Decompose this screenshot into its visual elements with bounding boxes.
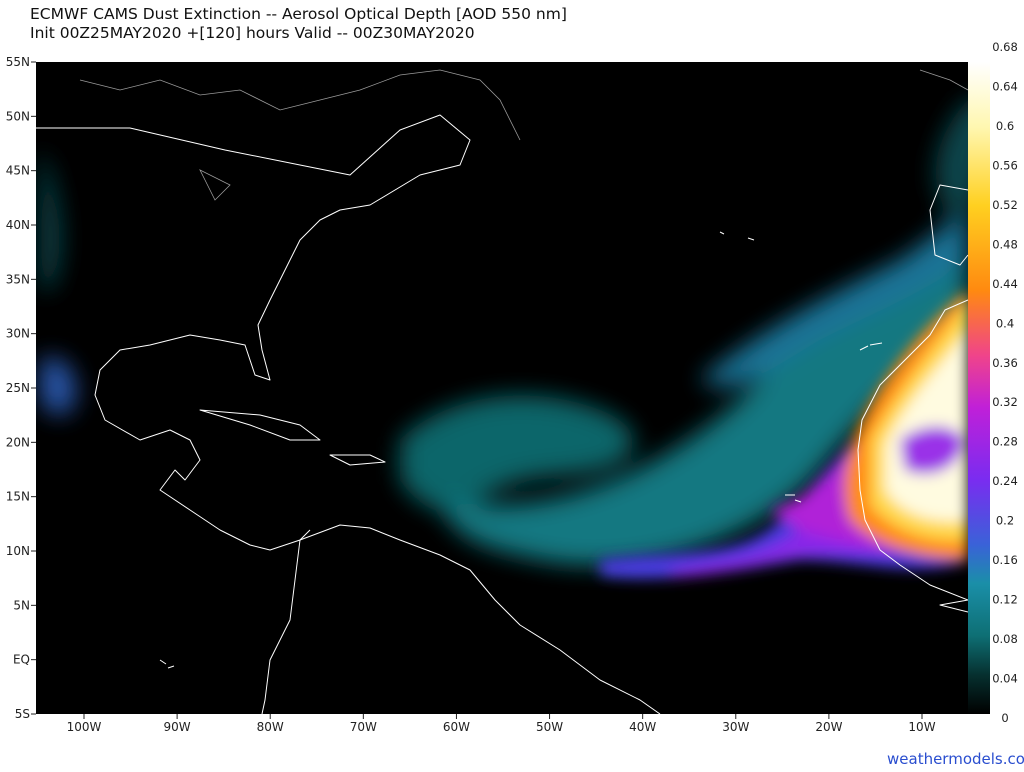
lon-labels: 100W 90W 80W 70W 60W 50W 40W 30W 20W 10W <box>67 714 936 734</box>
lat-label: 5N <box>13 598 30 612</box>
lon-label: 40W <box>629 720 656 734</box>
colorbar-label: 0.2 <box>996 514 1014 528</box>
colorbar-ticks: 0 0.04 0.08 0.12 0.16 0.2 0.24 0.28 0.32 0.36 0.4 0… <box>992 40 1018 725</box>
lat-labels: 55N 50N 45N 40N 35N 30N 25N 20N 15N 10N 5N EQ 5S <box>6 55 36 721</box>
colorbar <box>968 62 990 714</box>
lat-label: 45N <box>6 164 30 178</box>
lat-label: 55N <box>6 55 30 69</box>
lat-label: 50N <box>6 109 30 123</box>
colorbar-label: 0.36 <box>992 356 1018 370</box>
colorbar-label: 0.12 <box>992 593 1018 607</box>
dust-field <box>40 100 968 579</box>
lon-label: 90W <box>164 720 191 734</box>
subtitle: Init 00Z25MAY2020 +[120] hours Valid -- … <box>30 24 475 42</box>
lat-label: 40N <box>6 218 30 232</box>
lon-label: 80W <box>257 720 284 734</box>
lat-label: 15N <box>6 490 30 504</box>
lon-label: 10W <box>908 720 935 734</box>
lat-label: 30N <box>6 327 30 341</box>
colorbar-label: 0.44 <box>992 277 1018 291</box>
colorbar-label: 0.4 <box>996 316 1014 330</box>
colorbar-label: 0.04 <box>992 672 1018 686</box>
colorbar-label: 0 <box>1001 711 1008 725</box>
lon-label: 60W <box>443 720 470 734</box>
lat-label: 25N <box>6 381 30 395</box>
lat-label: EQ <box>13 653 30 667</box>
lat-label: 35N <box>6 272 30 286</box>
colorbar-label: 0.24 <box>992 474 1018 488</box>
lon-label: 20W <box>815 720 842 734</box>
lon-label: 30W <box>722 720 749 734</box>
title: ECMWF CAMS Dust Extinction -- Aerosol Op… <box>30 5 567 23</box>
colorbar-label: 0.08 <box>992 632 1018 646</box>
lat-label: 10N <box>6 544 30 558</box>
colorbar-label: 0.28 <box>992 435 1018 449</box>
colorbar-label: 0.56 <box>992 158 1018 172</box>
credit: weathermodels.com <box>887 750 1024 768</box>
colorbar-label: 0.16 <box>992 553 1018 567</box>
colorbar-label: 0.64 <box>992 79 1018 93</box>
colorbar-label: 0.6 <box>996 119 1014 133</box>
lat-label: 20N <box>6 435 30 449</box>
colorbar-label: 0.68 <box>992 40 1018 54</box>
lat-label: 5S <box>15 707 30 721</box>
lon-label: 70W <box>350 720 377 734</box>
colorbar-label: 0.32 <box>992 395 1018 409</box>
coastlines <box>36 69 968 714</box>
colorbar-label: 0.48 <box>992 237 1018 251</box>
lon-label: 100W <box>67 720 102 734</box>
lon-label: 50W <box>536 720 563 734</box>
colorbar-label: 0.52 <box>992 198 1018 212</box>
